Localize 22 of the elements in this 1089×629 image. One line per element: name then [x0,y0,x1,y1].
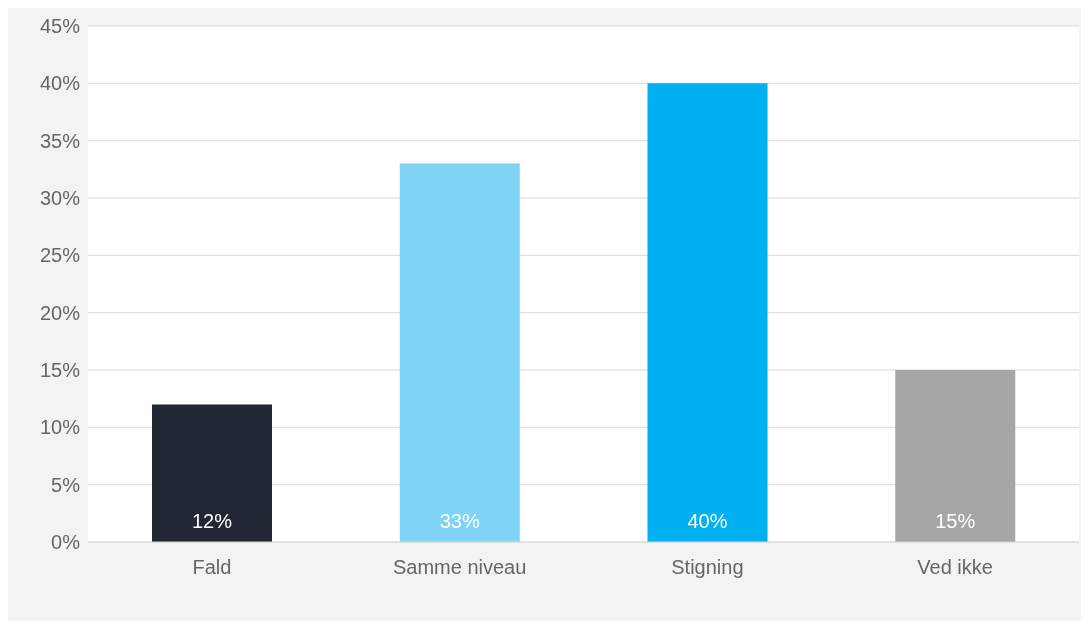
data-label: 12% [191,510,233,532]
data-label: 40% [687,510,728,532]
y-tick-label: 5% [51,473,81,496]
y-tick-label: 45% [39,15,81,38]
y-tick-label: 40% [39,72,81,95]
bar [152,404,272,542]
x-tick-label: Ved ikke [917,556,993,579]
y-tick-label: 20% [39,301,81,324]
data-label: 15% [935,510,976,532]
x-tick-label: Samme niveau [392,556,527,579]
y-tick-label: 0% [51,531,81,554]
bar [895,370,1016,542]
y-tick-label: 25% [39,244,81,267]
x-tick-label: Stigning [671,556,744,579]
x-tick-label: Fald [192,556,232,579]
y-tick-label: 15% [39,359,81,382]
y-tick-label: 10% [39,416,81,439]
y-tick-label: 30% [39,187,81,210]
data-label: 33% [439,510,480,532]
bar [647,83,768,542]
bar [399,163,520,542]
y-tick-label: 35% [39,129,81,152]
